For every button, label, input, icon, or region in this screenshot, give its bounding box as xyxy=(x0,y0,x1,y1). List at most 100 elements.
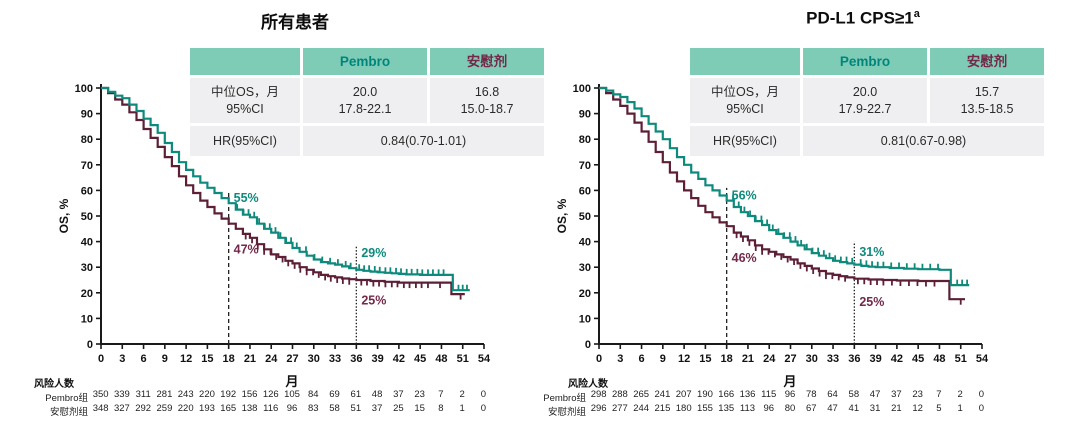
landmark-annotation: 46% xyxy=(732,251,757,265)
y-axis-label: OS, % xyxy=(57,198,71,233)
pembro-median-value: 20.0 xyxy=(352,85,378,100)
y-tick-label: 80 xyxy=(81,134,93,146)
risk-count: 96 xyxy=(763,403,775,414)
stats-corner-cell xyxy=(690,48,800,75)
x-tick-label: 42 xyxy=(393,353,405,365)
x-tick-label: 27 xyxy=(784,353,796,365)
landmark-annotation: 25% xyxy=(859,295,884,309)
x-tick-label: 54 xyxy=(478,353,491,365)
risk-count: 298 xyxy=(590,389,607,400)
x-tick-label: 36 xyxy=(350,353,362,365)
x-tick-label: 3 xyxy=(119,353,125,365)
y-axis-label: OS, % xyxy=(555,198,569,233)
risk-count: 277 xyxy=(611,403,628,414)
x-tick-label: 0 xyxy=(98,353,104,365)
risk-count: 96 xyxy=(286,403,298,414)
risk-count: 155 xyxy=(697,403,713,414)
risk-count: 31 xyxy=(869,403,881,414)
col-header-placebo: 安慰剂 xyxy=(930,48,1044,75)
col-header-pembro: Pembro xyxy=(303,48,427,75)
landmark-annotation: 55% xyxy=(234,191,259,205)
y-tick-label: 20 xyxy=(81,288,93,300)
risk-row-label-placebo: 安慰剂组 xyxy=(49,407,88,418)
hr-value: 0.84(0.70-1.01) xyxy=(303,126,544,156)
landmark-annotation: 25% xyxy=(361,293,386,307)
x-tick-label: 33 xyxy=(329,353,341,365)
risk-count: 64 xyxy=(827,389,838,400)
x-tick-label: 21 xyxy=(742,353,754,365)
risk-count: 244 xyxy=(633,403,650,414)
risk-count: 84 xyxy=(308,389,319,400)
km-curve-pembro xyxy=(599,86,970,287)
panel-title-text: 所有患者 xyxy=(261,13,329,32)
risk-count: 7 xyxy=(438,389,444,400)
risk-row-placebo: 348 327 292 259 220 193 165 138 116 96 83 58 51 37 25 1… xyxy=(90,403,494,414)
risk-row-label-pembro: Pembro组 xyxy=(45,393,88,404)
risk-count: 37 xyxy=(393,389,404,400)
x-tick-label: 51 xyxy=(955,353,967,365)
risk-count: 220 xyxy=(199,389,215,400)
risk-count: 1 xyxy=(957,403,963,414)
x-tick-label: 3 xyxy=(617,353,623,365)
x-tick-label: 24 xyxy=(763,353,776,365)
risk-header: 风险人数 xyxy=(34,379,74,390)
risk-count: 0 xyxy=(978,403,985,414)
km-curve-placebo xyxy=(599,86,965,301)
x-tick-label: 48 xyxy=(435,353,447,365)
risk-count: 207 xyxy=(675,389,692,400)
risk-count: 288 xyxy=(611,389,628,400)
risk-count: 0 xyxy=(480,403,487,414)
risk-count: 243 xyxy=(177,389,194,400)
x-tick-label: 27 xyxy=(286,353,298,365)
x-tick-label: 6 xyxy=(140,353,146,365)
landmark-annotation: 47% xyxy=(234,242,259,256)
panel-title-text: PD-L1 CPS≥1 xyxy=(806,8,914,28)
y-tick-label: 50 xyxy=(579,211,591,223)
hr-label: HR(95%CI) xyxy=(690,126,800,156)
median-os-pembro: 20.0 17.8-22.1 xyxy=(303,78,427,123)
risk-count: 113 xyxy=(739,403,756,414)
risk-count: 48 xyxy=(371,389,383,400)
panel-title-all-patients: 所有患者 xyxy=(261,8,329,33)
y-tick-label: 20 xyxy=(579,288,591,300)
y-tick-label: 70 xyxy=(81,160,93,172)
y-tick-label: 0 xyxy=(87,339,93,351)
ci-label: 95%CI xyxy=(726,101,764,116)
pembro-ci-value: 17.8-22.1 xyxy=(338,101,392,116)
panel-title-superscript: a xyxy=(913,8,920,20)
risk-count: 2 xyxy=(957,389,963,400)
x-tick-label: 51 xyxy=(457,353,469,365)
median-os-pembro: 20.0 17.9-22.7 xyxy=(803,78,927,123)
risk-count: 192 xyxy=(220,389,237,400)
risk-count: 8 xyxy=(438,403,444,414)
risk-count: 0 xyxy=(480,389,487,400)
risk-count: 339 xyxy=(113,389,130,400)
col-header-pembro: Pembro xyxy=(803,48,927,75)
x-tick-label: 45 xyxy=(414,353,426,365)
risk-count: 37 xyxy=(891,389,902,400)
y-tick-label: 90 xyxy=(579,109,591,121)
panel-title-pdl1: PD-L1 CPS≥1a xyxy=(806,8,920,29)
risk-count: 135 xyxy=(718,403,735,414)
risk-count: 47 xyxy=(869,389,881,400)
risk-count: 241 xyxy=(654,389,671,400)
risk-count: 23 xyxy=(414,389,425,400)
risk-row-pembro: 298 288 265 241 207 190 166 136 115 96 78 64 58 47 37 2… xyxy=(588,389,992,400)
stats-table-pdl1: Pembro 安慰剂 中位OS，月 95%CI 20.0 17.9-22.7 1… xyxy=(690,48,1044,156)
risk-count: 21 xyxy=(891,403,902,414)
median-os-label: 中位OS，月 xyxy=(710,85,780,100)
y-tick-label: 60 xyxy=(81,185,93,197)
risk-row-label-placebo: 安慰剂组 xyxy=(547,407,586,418)
x-tick-label: 48 xyxy=(933,353,945,365)
x-tick-label: 12 xyxy=(678,353,690,365)
risk-count: 78 xyxy=(806,389,817,400)
placebo-median-value: 16.8 xyxy=(474,85,500,100)
median-os-label: 中位OS，月 xyxy=(210,85,280,100)
x-tick-label: 0 xyxy=(596,353,602,365)
risk-header: 风险人数 xyxy=(568,379,608,390)
risk-row-pembro: 350 339 311 281 243 220 192 156 126 105 84 69 61 48 37… xyxy=(90,389,494,400)
risk-count: 80 xyxy=(784,403,796,414)
risk-count: 126 xyxy=(262,389,279,400)
y-tick-label: 10 xyxy=(579,313,591,325)
